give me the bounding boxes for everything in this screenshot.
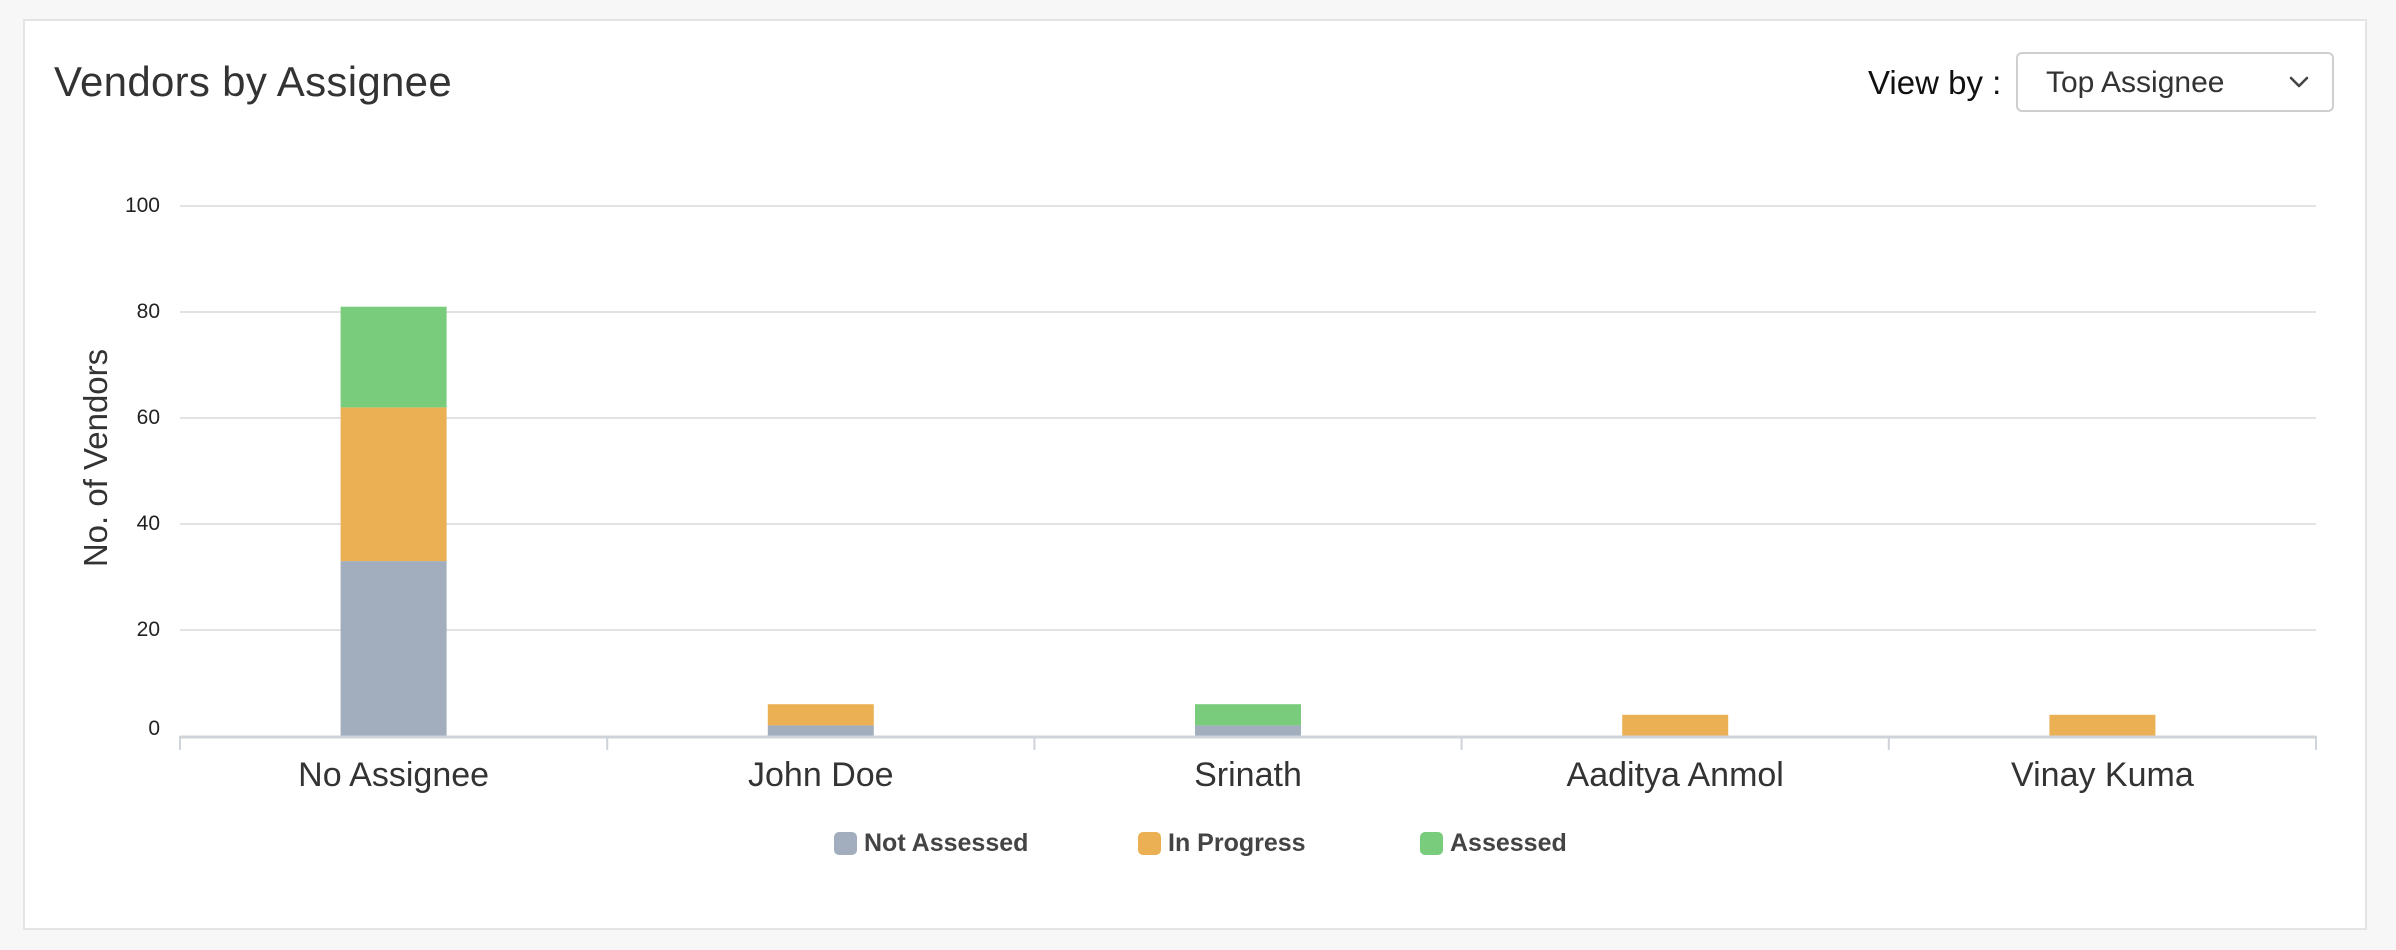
y-tick-label: 60 <box>137 406 160 429</box>
bar-segment <box>1195 725 1301 736</box>
view-by-dropdown[interactable]: Top Assignee <box>2016 52 2334 112</box>
x-category-label: Vinay Kuma <box>2011 756 2194 794</box>
card-title: Vendors by Assignee <box>54 58 452 105</box>
legend-item[interactable]: Not Assessed <box>834 829 1028 858</box>
bar-segment <box>1195 704 1301 726</box>
view-by-selected-value: Top Assignee <box>2046 66 2225 99</box>
y-tick-label: 100 <box>125 194 160 217</box>
legend-swatch <box>834 832 857 855</box>
y-tick-label: 0 <box>148 717 160 740</box>
legend-item[interactable]: Assessed <box>1420 829 1567 858</box>
bar-segment <box>767 725 874 736</box>
view-by-label: View by : <box>1868 64 2002 101</box>
bar-segment <box>1622 714 1729 736</box>
bar-segment <box>2049 714 2156 736</box>
bar-segment <box>340 306 447 408</box>
y-tick-label: 80 <box>137 300 160 323</box>
y-tick-label: 40 <box>137 512 160 535</box>
bar-segment <box>767 704 874 726</box>
x-category-label: John Doe <box>748 756 894 794</box>
legend-label: Assessed <box>1450 829 1567 857</box>
legend-item[interactable]: In Progress <box>1138 829 1306 858</box>
legend-label: Not Assessed <box>864 829 1029 857</box>
bar-segment <box>340 561 447 736</box>
legend-swatch <box>1138 832 1161 855</box>
y-axis-title: No. of Vendors <box>77 349 114 567</box>
x-category-label: No Assignee <box>298 756 489 794</box>
legend-label: In Progress <box>1168 829 1306 857</box>
y-tick-label: 20 <box>137 618 160 641</box>
legend-swatch <box>1420 832 1443 855</box>
x-category-label: Srinath <box>1194 756 1302 794</box>
chevron-down-icon <box>2289 76 2309 88</box>
bar-segment <box>340 407 447 562</box>
x-category-label: Aaditya Anmol <box>1567 756 1784 794</box>
